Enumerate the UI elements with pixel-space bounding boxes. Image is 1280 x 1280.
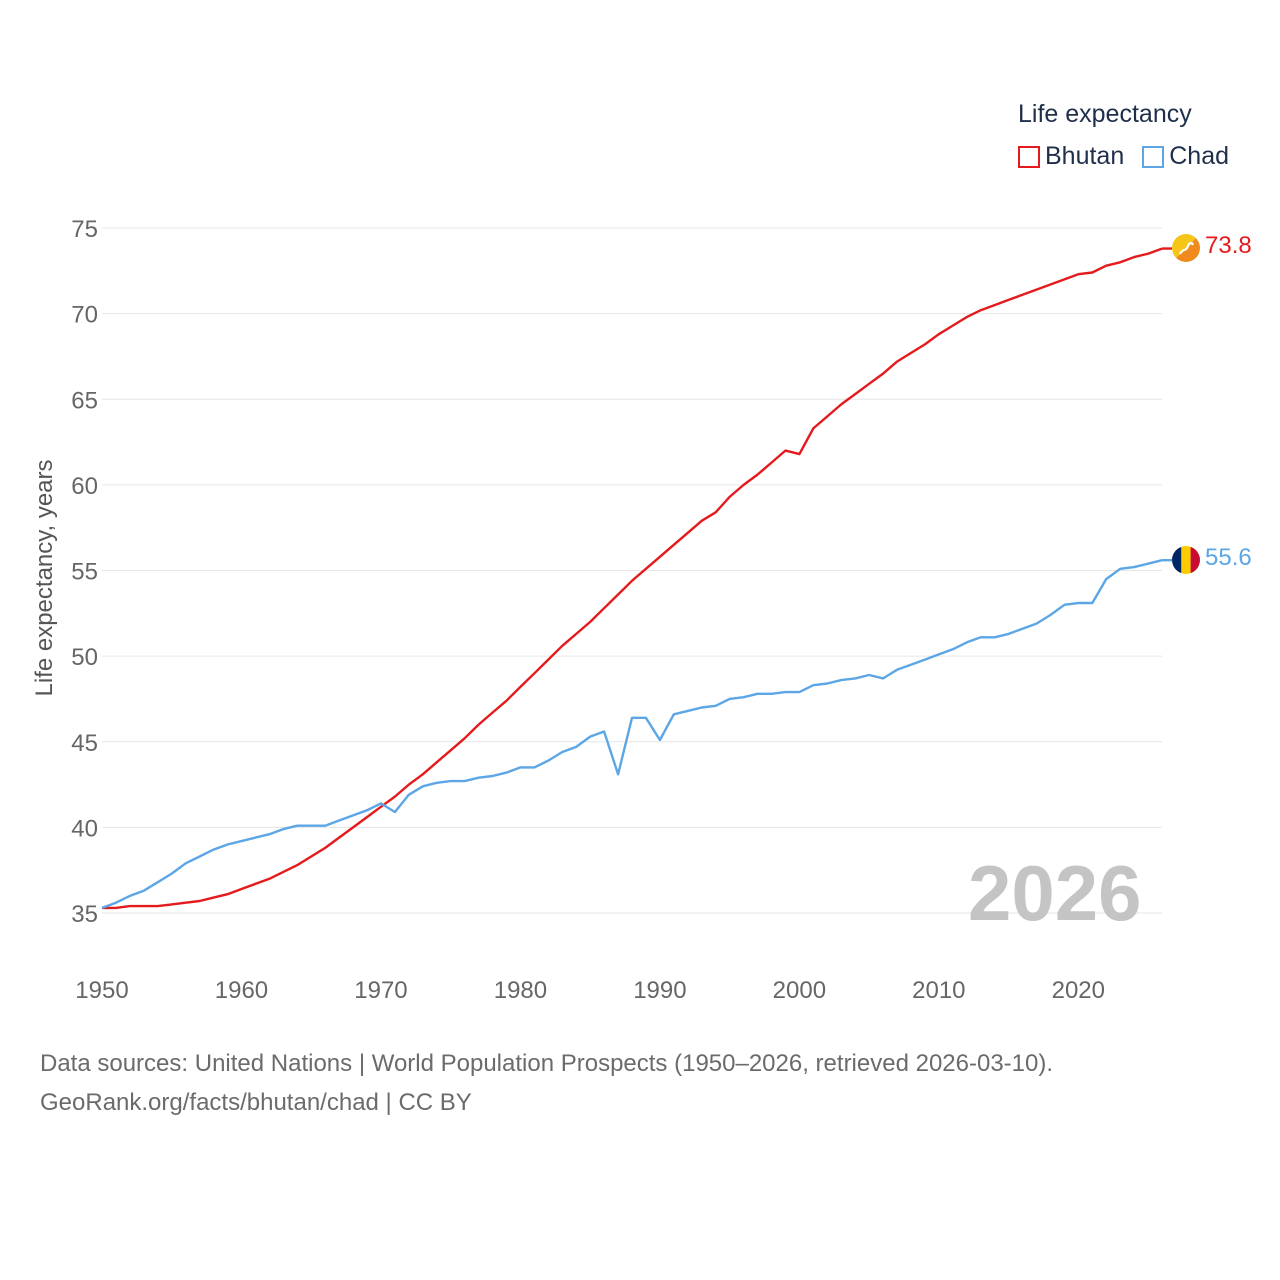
legend-item-bhutan[interactable]: Bhutan	[1018, 142, 1124, 171]
bhutan-end-value: 73.8	[1205, 232, 1252, 259]
x-tick-label: 2000	[773, 977, 826, 1004]
y-tick-label: 50	[71, 644, 98, 671]
grid-lines	[102, 227, 1162, 914]
x-tick-label: 2010	[912, 977, 965, 1004]
x-tick-label: 1970	[354, 977, 407, 1004]
series-line-chad[interactable]	[101, 559, 1163, 910]
series-line-bhutan[interactable]	[102, 247, 1163, 910]
y-tick-label: 40	[71, 815, 98, 842]
legend-title: Life expectancy	[1018, 100, 1192, 128]
x-axis-ticks: 1950 1960 1970 1980 1990 2000 2010 2020	[75, 977, 1105, 1004]
x-tick-label: 1960	[215, 977, 268, 1004]
series-lines	[101, 247, 1172, 910]
year-watermark: 2026	[968, 849, 1142, 937]
source-line-1: Data sources: United Nations | World Pop…	[40, 1050, 1054, 1077]
source-line-2[interactable]: GeoRank.org/facts/bhutan/chad | CC BY	[40, 1089, 472, 1116]
x-tick-label: 1950	[75, 977, 128, 1004]
bhutan-flag-icon	[1172, 234, 1200, 262]
x-tick-label: 1990	[633, 977, 686, 1004]
legend-label-chad: Chad	[1169, 142, 1230, 170]
y-tick-label: 60	[71, 473, 98, 500]
x-tick-label: 1980	[494, 977, 547, 1004]
y-tick-label: 65	[71, 387, 98, 414]
legend-swatch-chad	[1142, 145, 1165, 168]
y-tick-label: 75	[71, 216, 98, 243]
legend-label-bhutan: Bhutan	[1045, 142, 1125, 170]
y-tick-label: 70	[71, 302, 98, 329]
legend-item-chad[interactable]: Chad	[1142, 142, 1229, 171]
y-tick-label: 45	[71, 730, 98, 757]
chad-flag-icon	[1172, 546, 1200, 574]
y-tick-label: 35	[71, 901, 98, 928]
x-tick-label: 2020	[1052, 977, 1105, 1004]
y-tick-label: 55	[71, 559, 98, 586]
y-axis-label: Life expectancy, years	[31, 459, 58, 696]
legend-swatch-bhutan	[1018, 145, 1040, 168]
chad-end-value: 55.6	[1205, 544, 1252, 571]
y-axis-ticks: 35 40 45 50 55 60 65 70 75	[71, 216, 98, 928]
source-note: Data sources: United Nations | World Pop…	[40, 1044, 1053, 1122]
legend: Bhutan Chad	[1018, 142, 1247, 171]
